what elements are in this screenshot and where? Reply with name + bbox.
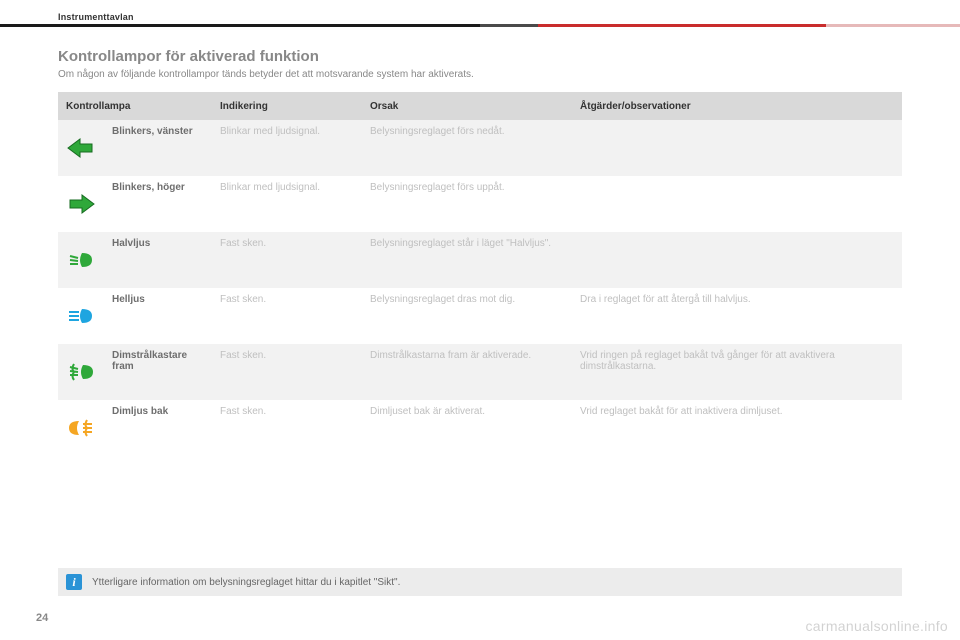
orsak-cell: Dimljuset bak är aktiverat. (362, 400, 572, 456)
low-beam-icon (66, 249, 96, 271)
watermark: carmanualsonline.info (806, 618, 949, 634)
orsak-cell: Belysningsreglaget dras mot dig. (362, 288, 572, 344)
indikering-cell: Fast sken. (212, 232, 362, 288)
atgard-cell (572, 232, 902, 288)
manual-page: Instrumenttavlan Kontrollampor för aktiv… (0, 0, 960, 640)
header-segment (480, 24, 538, 27)
icon-cell (58, 176, 104, 232)
page-number: 24 (36, 612, 48, 624)
info-icon: i (66, 574, 82, 590)
front-fog-icon (66, 361, 96, 383)
rear-fog-icon (66, 417, 96, 439)
indicator-table: Kontrollampa Indikering Orsak Åtgärder/o… (58, 92, 902, 456)
table-row: Blinkers, högerBlinkar med ljudsignal.Be… (58, 176, 902, 232)
col-orsak: Orsak (362, 92, 572, 120)
page-subtitle: Om någon av följande kontrollampor tänds… (58, 69, 902, 80)
indikering-cell: Fast sken. (212, 400, 362, 456)
indikering-cell: Blinkar med ljudsignal. (212, 120, 362, 176)
col-atgarder: Åtgärder/observationer (572, 92, 902, 120)
arrow-right-icon (66, 193, 96, 215)
atgard-cell (572, 120, 902, 176)
table-row: Dimstrålkastare framFast sken.Dimstrålka… (58, 344, 902, 400)
table-header-row: Kontrollampa Indikering Orsak Åtgärder/o… (58, 92, 902, 120)
table-row: Dimljus bakFast sken.Dimljuset bak är ak… (58, 400, 902, 456)
header-segment (0, 24, 480, 27)
orsak-cell: Dimstrålkastarna fram är aktiverade. (362, 344, 572, 400)
icon-cell (58, 288, 104, 344)
lamp-name: Dimstrålkastare fram (104, 344, 212, 400)
indikering-cell: Fast sken. (212, 344, 362, 400)
page-title: Kontrollampor för aktiverad funktion (58, 48, 902, 65)
header-segment (538, 24, 826, 27)
orsak-cell: Belysningsreglaget förs nedåt. (362, 120, 572, 176)
lamp-name: Halvljus (104, 232, 212, 288)
high-beam-icon (66, 305, 96, 327)
atgard-cell: Vrid ringen på reglaget bakåt två gånger… (572, 344, 902, 400)
indikering-cell: Fast sken. (212, 288, 362, 344)
col-indikering: Indikering (212, 92, 362, 120)
header-divider (0, 24, 960, 27)
table-row: HelljusFast sken.Belysningsreglaget dras… (58, 288, 902, 344)
content: Kontrollampor för aktiverad funktion Om … (58, 48, 902, 456)
orsak-cell: Belysningsreglaget står i läget "Halvlju… (362, 232, 572, 288)
table-row: HalvljusFast sken.Belysningsreglaget stå… (58, 232, 902, 288)
lamp-name: Dimljus bak (104, 400, 212, 456)
section-label: Instrumenttavlan (58, 12, 134, 22)
info-text: Ytterligare information om belysningsreg… (92, 577, 400, 588)
icon-cell (58, 232, 104, 288)
icon-cell (58, 400, 104, 456)
lamp-name: Blinkers, vänster (104, 120, 212, 176)
indikering-cell: Blinkar med ljudsignal. (212, 176, 362, 232)
lamp-name: Blinkers, höger (104, 176, 212, 232)
col-kontrollampa: Kontrollampa (58, 92, 212, 120)
atgard-cell: Dra i reglaget för att återgå till halvl… (572, 288, 902, 344)
header-segment (826, 24, 960, 27)
atgard-cell: Vrid reglaget bakåt för att inaktivera d… (572, 400, 902, 456)
atgard-cell (572, 176, 902, 232)
lamp-name: Helljus (104, 288, 212, 344)
orsak-cell: Belysningsreglaget förs uppåt. (362, 176, 572, 232)
icon-cell (58, 120, 104, 176)
arrow-left-icon (66, 137, 96, 159)
icon-cell (58, 344, 104, 400)
table-row: Blinkers, vänsterBlinkar med ljudsignal.… (58, 120, 902, 176)
info-box: i Ytterligare information om belysningsr… (58, 568, 902, 596)
